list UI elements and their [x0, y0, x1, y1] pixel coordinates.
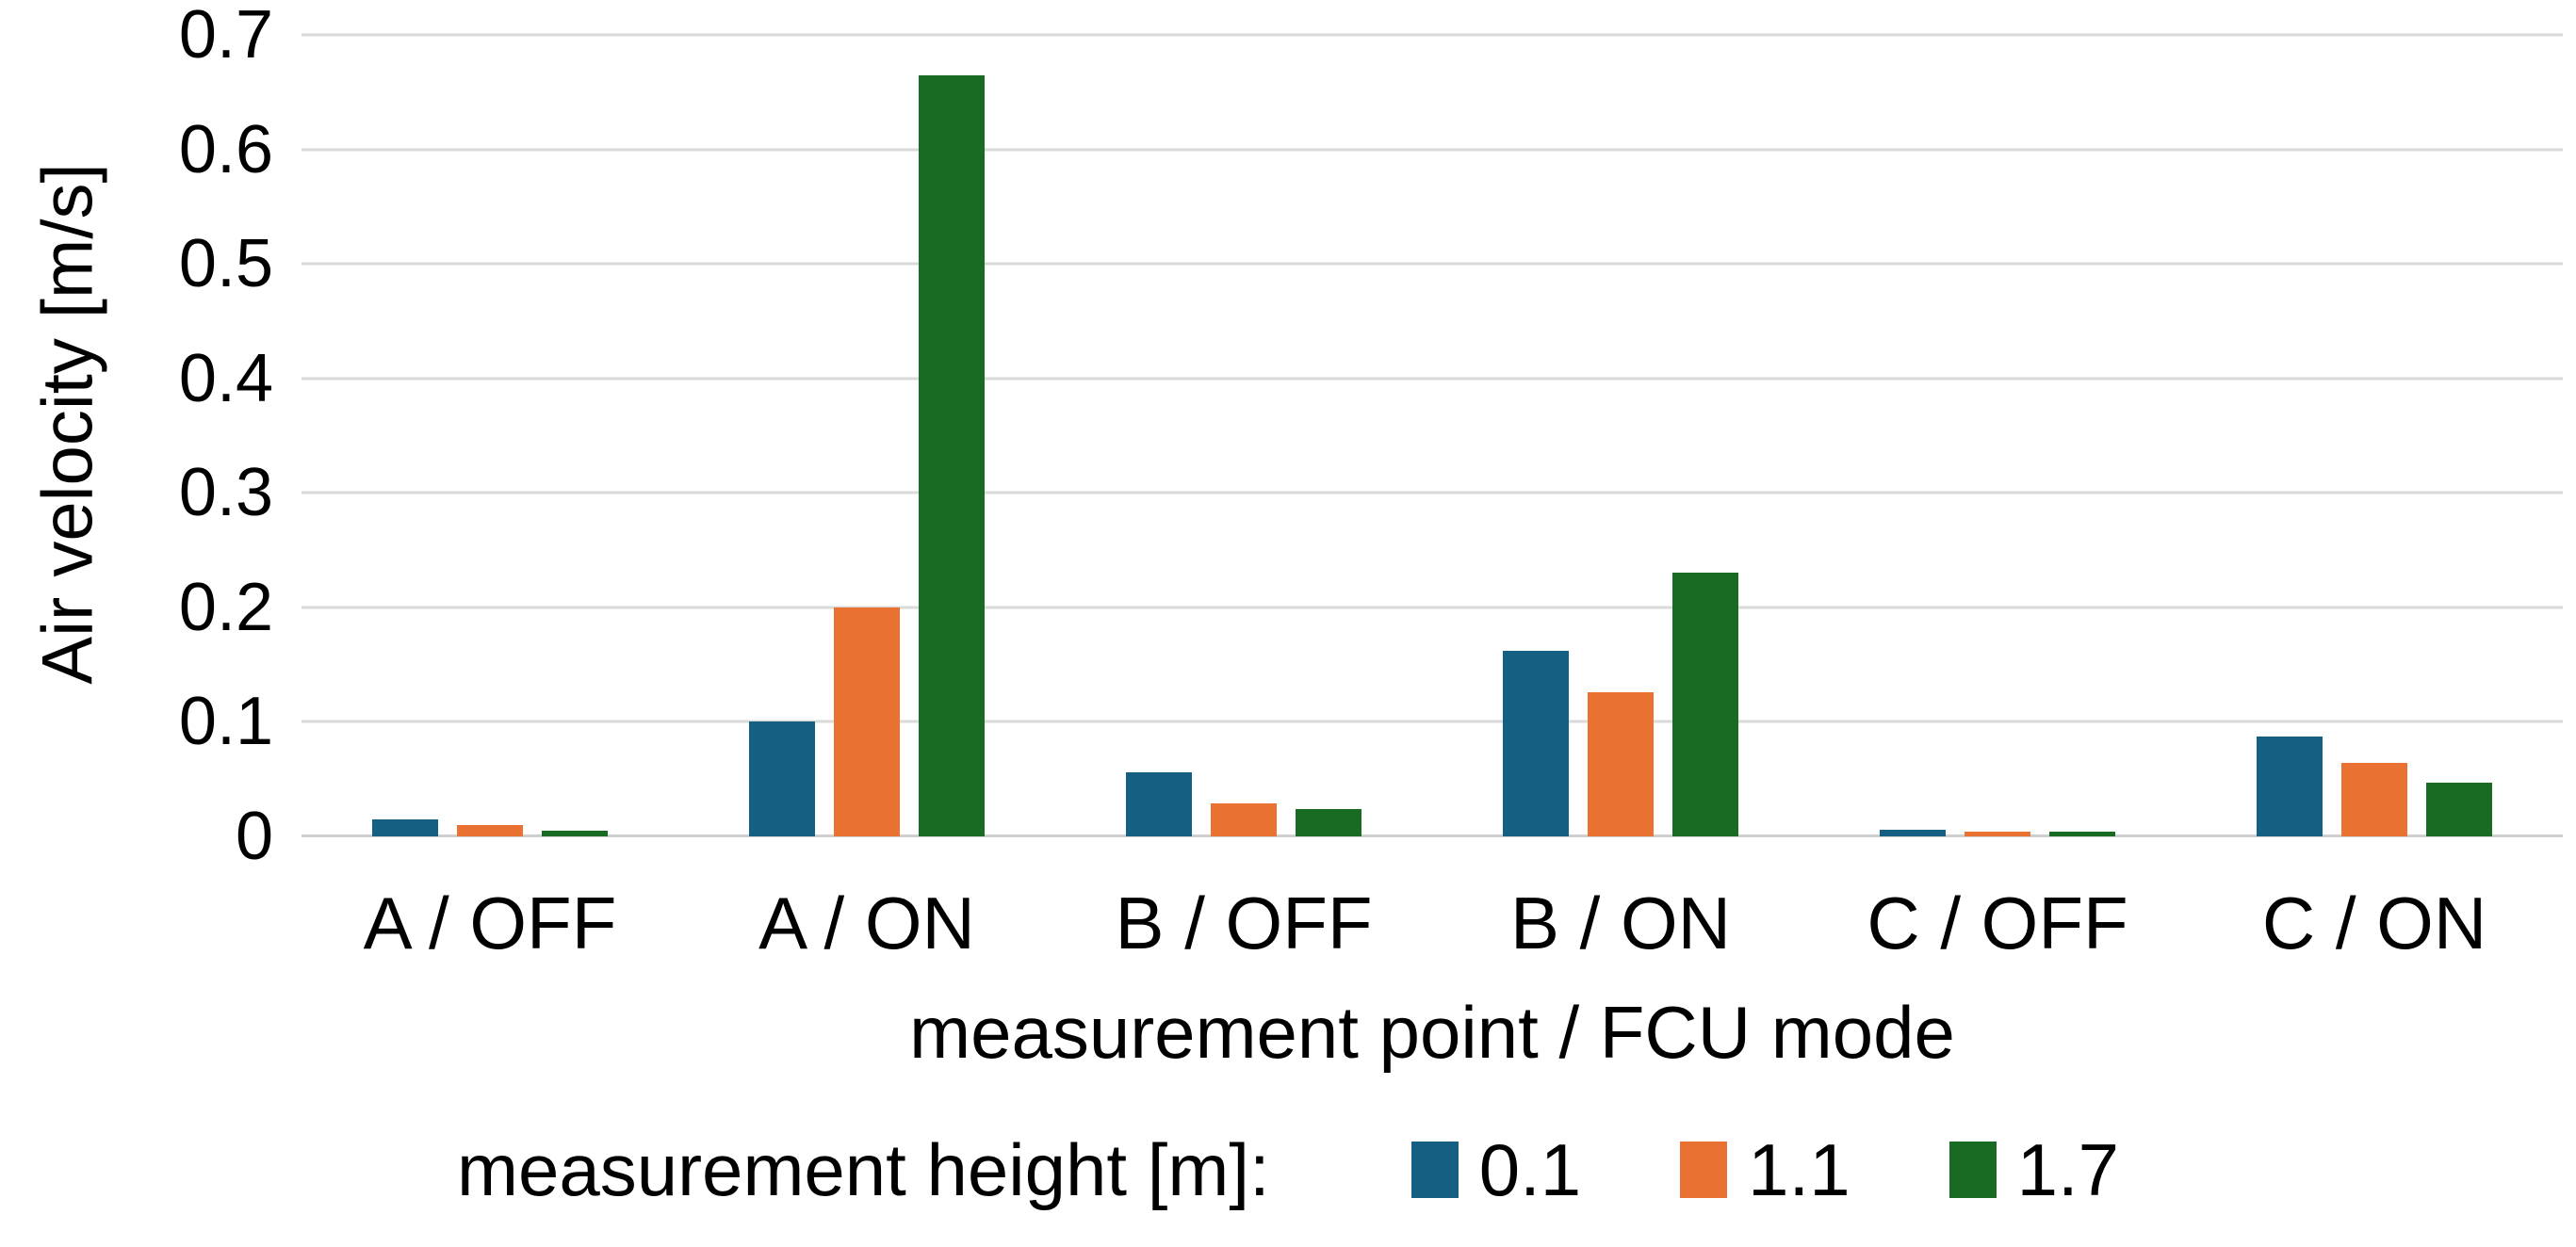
legend-swatch-icon: [1948, 1142, 1997, 1198]
gridline: [302, 606, 2563, 609]
bar-a-off-h0.1: [372, 818, 438, 836]
bar-group: [302, 35, 678, 836]
x-tick-label: A / OFF: [363, 882, 617, 964]
legend-item: 1.1: [1680, 1127, 1850, 1213]
x-tick-label: A / ON: [758, 882, 975, 964]
bar-c-on-h1.1: [2341, 763, 2407, 836]
legend: measurement height [m]: 0.1 1.1 1.7: [0, 1113, 2576, 1226]
legend-title: measurement height [m]:: [456, 1127, 1270, 1211]
x-tick-label: B / ON: [1509, 882, 1732, 964]
bar-c-off-h1.1: [1965, 832, 2030, 836]
x-axis-line: [302, 834, 2563, 837]
bar-a-on-h0.1: [749, 721, 815, 836]
bar-group: [1055, 35, 1432, 836]
legend-item-label: 1.1: [1748, 1127, 1850, 1211]
x-axis-tick-labels: A / OFF A / ON B / OFF B / ON C / OFF C / ON: [302, 876, 2563, 970]
y-tick-label: 0.2: [178, 569, 273, 645]
legend-item-label: 1.7: [2016, 1127, 2120, 1211]
bar-c-off-h0.1: [1880, 829, 1946, 836]
y-axis-tick-labels: 0 0.1 0.2 0.3 0.4 0.5 0.6 0.7: [0, 1, 273, 870]
bar-a-off-h1.1: [457, 824, 523, 836]
y-tick-label: 0.4: [178, 340, 273, 416]
bar-b-on-h1.7: [1672, 573, 1738, 836]
gridline: [302, 33, 2563, 37]
bar-b-on-h0.1: [1503, 651, 1569, 836]
plot-area: [302, 33, 2563, 837]
x-tick-label: C / ON: [2261, 882, 2487, 964]
y-tick-label: 0: [235, 799, 273, 874]
gridline: [302, 377, 2563, 381]
bar-b-off-h1.1: [1211, 802, 1277, 836]
x-tick-label: C / OFF: [1867, 882, 2128, 964]
legend-swatch-icon: [1410, 1142, 1459, 1198]
bar-b-on-h1.1: [1588, 691, 1654, 836]
bar-c-off-h1.7: [2049, 832, 2115, 836]
bar-group: [2186, 35, 2563, 836]
bar-b-off-h0.1: [1126, 771, 1192, 836]
bar-a-on-h1.1: [834, 607, 900, 836]
y-tick-label: 0.7: [178, 0, 273, 73]
bar-group: [1809, 35, 2186, 836]
y-tick-label: 0.6: [178, 111, 273, 187]
x-tick-label: B / OFF: [1115, 882, 1373, 964]
x-axis-title: measurement point / FCU mode: [909, 991, 1955, 1074]
y-tick-label: 0.1: [178, 684, 273, 760]
y-tick-label: 0.3: [178, 455, 273, 531]
legend-item-label: 0.1: [1478, 1127, 1582, 1211]
bar-b-off-h1.7: [1296, 808, 1361, 836]
bar-group: [1432, 35, 1809, 836]
legend-item: 0.1: [1410, 1127, 1582, 1213]
gridline: [302, 491, 2563, 494]
gridline: [302, 262, 2563, 266]
gridline: [302, 148, 2563, 152]
legend-swatch-icon: [1680, 1142, 1728, 1198]
bar-c-on-h0.1: [2257, 737, 2323, 836]
bar-c-on-h1.7: [2426, 782, 2492, 836]
gridline: [302, 720, 2563, 723]
bar-a-on-h1.7: [919, 74, 985, 836]
y-tick-label: 0.5: [178, 226, 273, 302]
legend-item: 1.7: [1948, 1127, 2120, 1213]
bar-a-off-h1.7: [542, 830, 608, 836]
bar-group: [678, 35, 1055, 836]
